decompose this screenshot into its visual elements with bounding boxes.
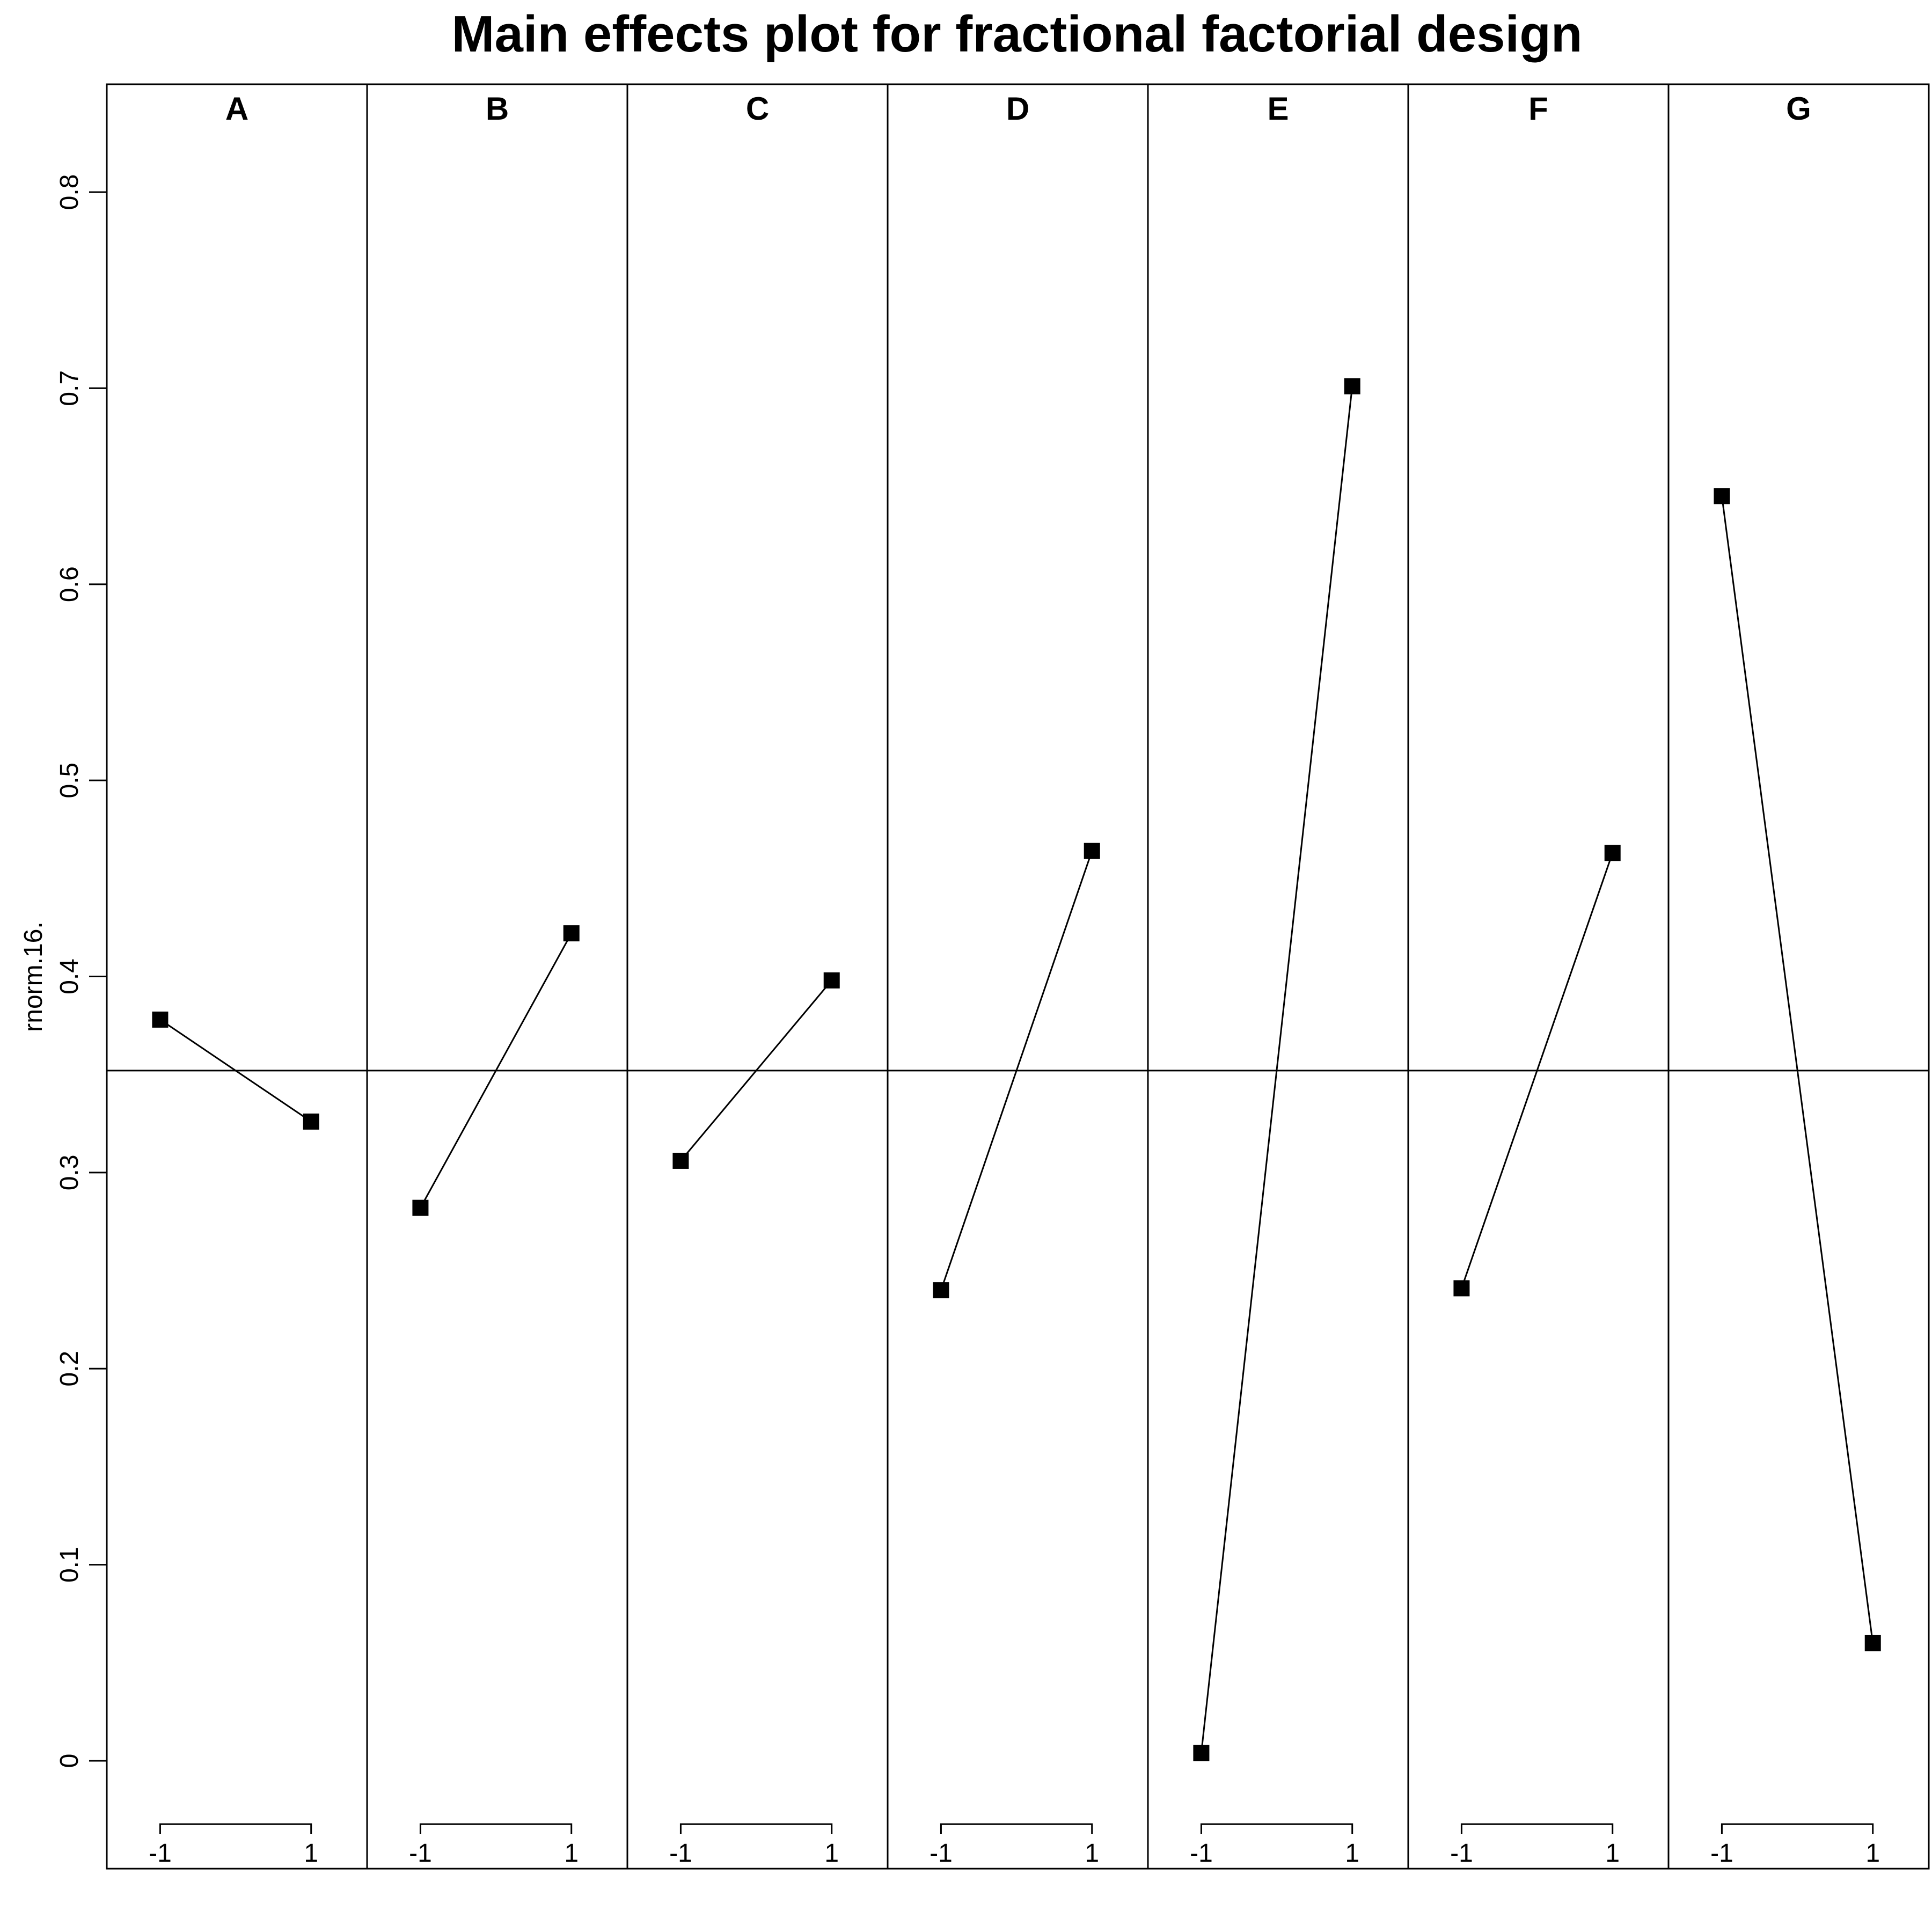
- effect-line-C: [680, 979, 832, 1161]
- x-axis-bracket-C: [679, 1823, 833, 1834]
- panel-label-F: F: [1528, 91, 1548, 127]
- point-D-low: [933, 1282, 949, 1299]
- effect-line-E: [1200, 386, 1353, 1753]
- point-B-low: [412, 1199, 429, 1216]
- point-C-low: [672, 1152, 689, 1169]
- x-tick-label-F-0: -1: [1450, 1839, 1473, 1868]
- x-axis-bracket-E: [1200, 1823, 1353, 1834]
- y-tick-label-7: 0.7: [55, 370, 84, 406]
- panel-B: B -1 1: [366, 84, 580, 1869]
- plot-frame: [106, 83, 1930, 1870]
- effect-line-B: [420, 933, 573, 1209]
- panel-C: C -1 1: [626, 84, 840, 1869]
- panel-E: E -1 1: [1147, 84, 1360, 1869]
- y-tick-label-4: 0.4: [55, 958, 84, 994]
- panel-G: G -1 1: [1667, 84, 1881, 1869]
- y-axis: 0 0.1 0.2 0.3 0.4 0.5 0.6 0.7 0.8: [55, 174, 107, 1768]
- x-tick-label-E-0: -1: [1190, 1839, 1213, 1868]
- point-C-high: [823, 972, 840, 989]
- effect-line-D: [940, 851, 1093, 1291]
- point-F-high: [1604, 845, 1621, 861]
- effect-line-A: [159, 1019, 312, 1123]
- x-axis-bracket-A: [159, 1823, 312, 1834]
- point-E-high: [1344, 378, 1360, 394]
- point-D-high: [1084, 843, 1100, 859]
- y-tick-label-1: 0.1: [55, 1547, 84, 1583]
- chart-title: Main effects plot for fractional factori…: [452, 5, 1583, 63]
- panel-D: D -1 1: [887, 84, 1100, 1869]
- panel-label-E: E: [1267, 91, 1289, 127]
- effect-line-G: [1721, 496, 1874, 1644]
- x-tick-label-C-0: -1: [669, 1839, 692, 1868]
- panel-label-D: D: [1006, 91, 1029, 127]
- x-tick-label-D-1: 1: [1085, 1839, 1099, 1868]
- y-axis-label: rnorm.16.: [19, 921, 48, 1031]
- x-tick-label-A-1: 1: [304, 1839, 318, 1868]
- x-axis-bracket-D: [940, 1823, 1093, 1834]
- x-tick-label-G-1: 1: [1865, 1839, 1880, 1868]
- panel-F: F -1 1: [1407, 84, 1621, 1869]
- x-tick-label-C-1: 1: [824, 1839, 839, 1868]
- x-axis-bracket-F: [1460, 1823, 1614, 1834]
- point-B-high: [563, 925, 580, 942]
- point-G-high: [1864, 1635, 1881, 1651]
- panel-label-G: G: [1786, 91, 1811, 127]
- point-F-low: [1453, 1280, 1470, 1297]
- y-tick-label-3: 0.3: [55, 1155, 84, 1191]
- panel-label-C: C: [746, 91, 769, 127]
- x-tick-label-G-0: -1: [1710, 1839, 1733, 1868]
- point-A-high: [303, 1113, 319, 1130]
- y-tick-label-0: 0: [55, 1754, 84, 1768]
- point-E-low: [1193, 1745, 1210, 1761]
- y-tick-label-6: 0.6: [55, 566, 84, 602]
- point-A-low: [152, 1011, 169, 1028]
- x-tick-label-D-0: -1: [930, 1839, 953, 1868]
- panel-label-B: B: [486, 91, 509, 127]
- y-tick-label-8: 0.8: [55, 174, 84, 210]
- panel-A: A -1 1: [149, 91, 319, 1868]
- x-tick-label-B-0: -1: [409, 1839, 432, 1868]
- y-tick-label-2: 0.2: [55, 1351, 84, 1387]
- x-tick-label-E-1: 1: [1345, 1839, 1359, 1868]
- x-axis-bracket-G: [1721, 1823, 1874, 1834]
- effect-line-F: [1461, 852, 1614, 1289]
- x-axis-bracket-B: [419, 1823, 573, 1834]
- point-G-low: [1714, 488, 1730, 504]
- x-tick-label-A-0: -1: [149, 1839, 172, 1868]
- x-tick-label-B-1: 1: [564, 1839, 579, 1868]
- panels: A -1 1 B -1 1 C -1 1 D -1 1 E -1 1 F -1 1 G -1 1: [107, 84, 1929, 1869]
- y-tick-label-5: 0.5: [55, 763, 84, 799]
- panel-label-A: A: [225, 91, 248, 127]
- x-tick-label-F-1: 1: [1605, 1839, 1620, 1868]
